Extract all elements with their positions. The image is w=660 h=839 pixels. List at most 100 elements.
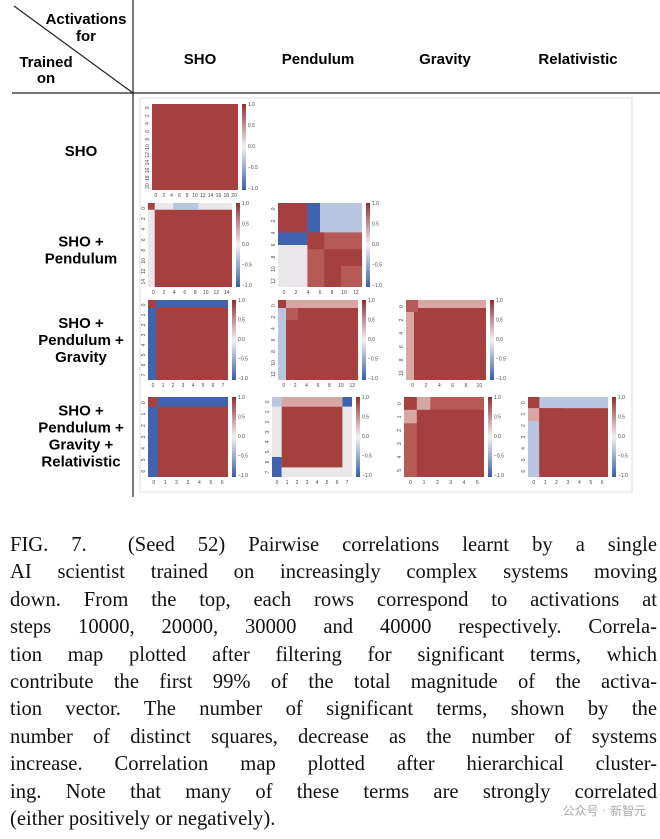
x-tick-label: 2 <box>172 383 175 389</box>
figure: Activations for Trained on SHO Pendulum … <box>12 0 660 497</box>
y-tick-label: 1 <box>397 415 403 418</box>
y-tick-label: 5 <box>265 450 271 453</box>
caption-line: increase. Correlation map plotted after … <box>10 753 657 776</box>
heatmap-cell <box>404 423 417 477</box>
colorbar-tick-label: 1.0 <box>618 395 625 401</box>
y-tick-label: 12 <box>271 371 277 377</box>
x-tick-label: 20 <box>231 193 237 199</box>
colorbar <box>232 300 236 380</box>
colorbar-tick-label: 0.5 <box>494 415 501 421</box>
y-tick-label: 10 <box>271 266 277 272</box>
colorbar <box>242 104 246 190</box>
colorbar-tick-label: 1.0 <box>242 201 249 207</box>
y-tick-label: 16 <box>145 167 151 173</box>
colorbar <box>366 203 370 287</box>
x-tick-label: 6 <box>317 383 320 389</box>
heatmap-cell <box>416 397 431 410</box>
x-tick-label: 10 <box>203 290 209 296</box>
colorbar-tick-label: 1.0 <box>248 102 255 108</box>
y-tick-label: 10 <box>399 370 405 376</box>
x-tick-label: 0 <box>409 480 412 486</box>
colorbar-tick-label: −0.5 <box>248 165 258 171</box>
x-tick-label: 2 <box>296 480 299 486</box>
y-tick-label: 0 <box>271 207 277 210</box>
y-tick-label: 4 <box>145 122 151 125</box>
caption-line: tion vector. The number of significant t… <box>10 698 657 721</box>
row-label: SHO + <box>58 315 104 332</box>
y-tick-label: 10 <box>141 258 147 264</box>
heatmap-cell <box>342 397 352 407</box>
y-tick-label: 0 <box>399 305 405 308</box>
colorbar-tick-label: 1.0 <box>368 298 375 304</box>
y-tick-label: 18 <box>145 175 151 181</box>
corner-label: on <box>37 70 55 87</box>
y-tick-label: 10 <box>271 360 277 366</box>
y-tick-label: 3 <box>265 430 271 433</box>
y-tick-label: 5 <box>397 469 403 472</box>
x-tick-label: 5 <box>589 480 592 486</box>
x-tick-label: 4 <box>438 383 441 389</box>
x-tick-label: 0 <box>152 290 155 296</box>
y-tick-label: 7 <box>265 470 271 473</box>
colorbar-tick-label: 0.0 <box>242 242 249 248</box>
x-tick-label: 12 <box>353 290 359 296</box>
heatmap-cell <box>307 232 325 250</box>
y-tick-label: 14 <box>141 279 147 285</box>
row-label: Pendulum + <box>38 332 124 349</box>
heatmap-cell <box>341 266 362 287</box>
x-tick-label: 7 <box>222 383 225 389</box>
colorbar-tick-label: −0.5 <box>496 357 506 363</box>
colorbar <box>490 300 494 380</box>
heatmap-cell <box>278 203 308 233</box>
x-tick-label: 0 <box>152 480 155 486</box>
heatmap-cell <box>528 408 540 421</box>
heatmap-cell <box>418 300 486 308</box>
corner-label: Trained <box>19 54 72 71</box>
heatmap-cell <box>286 308 298 320</box>
heatmap-cell <box>148 300 228 380</box>
row-label: Gravity <box>55 349 107 366</box>
colorbar-tick-label: −1.0 <box>372 283 382 289</box>
y-tick-label: 5 <box>521 458 527 461</box>
colorbar-tick-label: 0.0 <box>368 337 375 343</box>
y-tick-label: 0 <box>521 401 527 404</box>
y-tick-label: 8 <box>141 249 147 252</box>
x-tick-label: 5 <box>476 480 479 486</box>
colorbar-tick-label: −1.0 <box>238 473 248 479</box>
heatmap-cell <box>278 300 286 380</box>
y-tick-label: 6 <box>141 363 147 366</box>
colorbar-tick-label: 0.0 <box>238 434 245 440</box>
heatmap-cell <box>278 245 308 287</box>
colorbar-tick-label: 1.0 <box>238 395 245 401</box>
colorbar-tick-label: 0.5 <box>372 222 379 228</box>
colorbar-tick-label: 0.0 <box>372 242 379 248</box>
heatmap-cell <box>281 397 343 407</box>
x-tick-label: 4 <box>463 480 466 486</box>
x-tick-label: 4 <box>316 480 319 486</box>
heatmap-cell <box>148 397 158 477</box>
heatmap-cell <box>404 397 484 477</box>
y-tick-label: 6 <box>141 470 147 473</box>
colorbar-tick-label: 0.5 <box>496 318 503 324</box>
colorbar-tick-label: −0.5 <box>362 454 372 460</box>
y-tick-label: 4 <box>271 231 277 234</box>
heatmap-cell <box>278 232 308 245</box>
caption-line: tion map plotted after filtering for sig… <box>10 643 657 666</box>
row-label: Gravity + <box>49 437 114 454</box>
colorbar-tick-label: −1.0 <box>362 473 372 479</box>
column-header: Relativistic <box>538 51 617 68</box>
heatmap-cell <box>528 397 540 409</box>
x-tick-label: 3 <box>449 480 452 486</box>
x-tick-label: 4 <box>198 480 201 486</box>
row-label: Pendulum + <box>38 420 124 437</box>
x-tick-label: 7 <box>346 480 349 486</box>
y-tick-label: 0 <box>265 400 271 403</box>
colorbar-tick-label: −0.5 <box>242 263 252 269</box>
colorbar <box>488 397 492 477</box>
y-tick-label: 3 <box>521 435 527 438</box>
colorbar-tick-label: 0.0 <box>496 337 503 343</box>
heatmap-cell <box>148 300 156 380</box>
y-tick-label: 0 <box>271 304 277 307</box>
colorbar-tick-label: −1.0 <box>494 473 504 479</box>
y-tick-label: 4 <box>399 332 405 335</box>
